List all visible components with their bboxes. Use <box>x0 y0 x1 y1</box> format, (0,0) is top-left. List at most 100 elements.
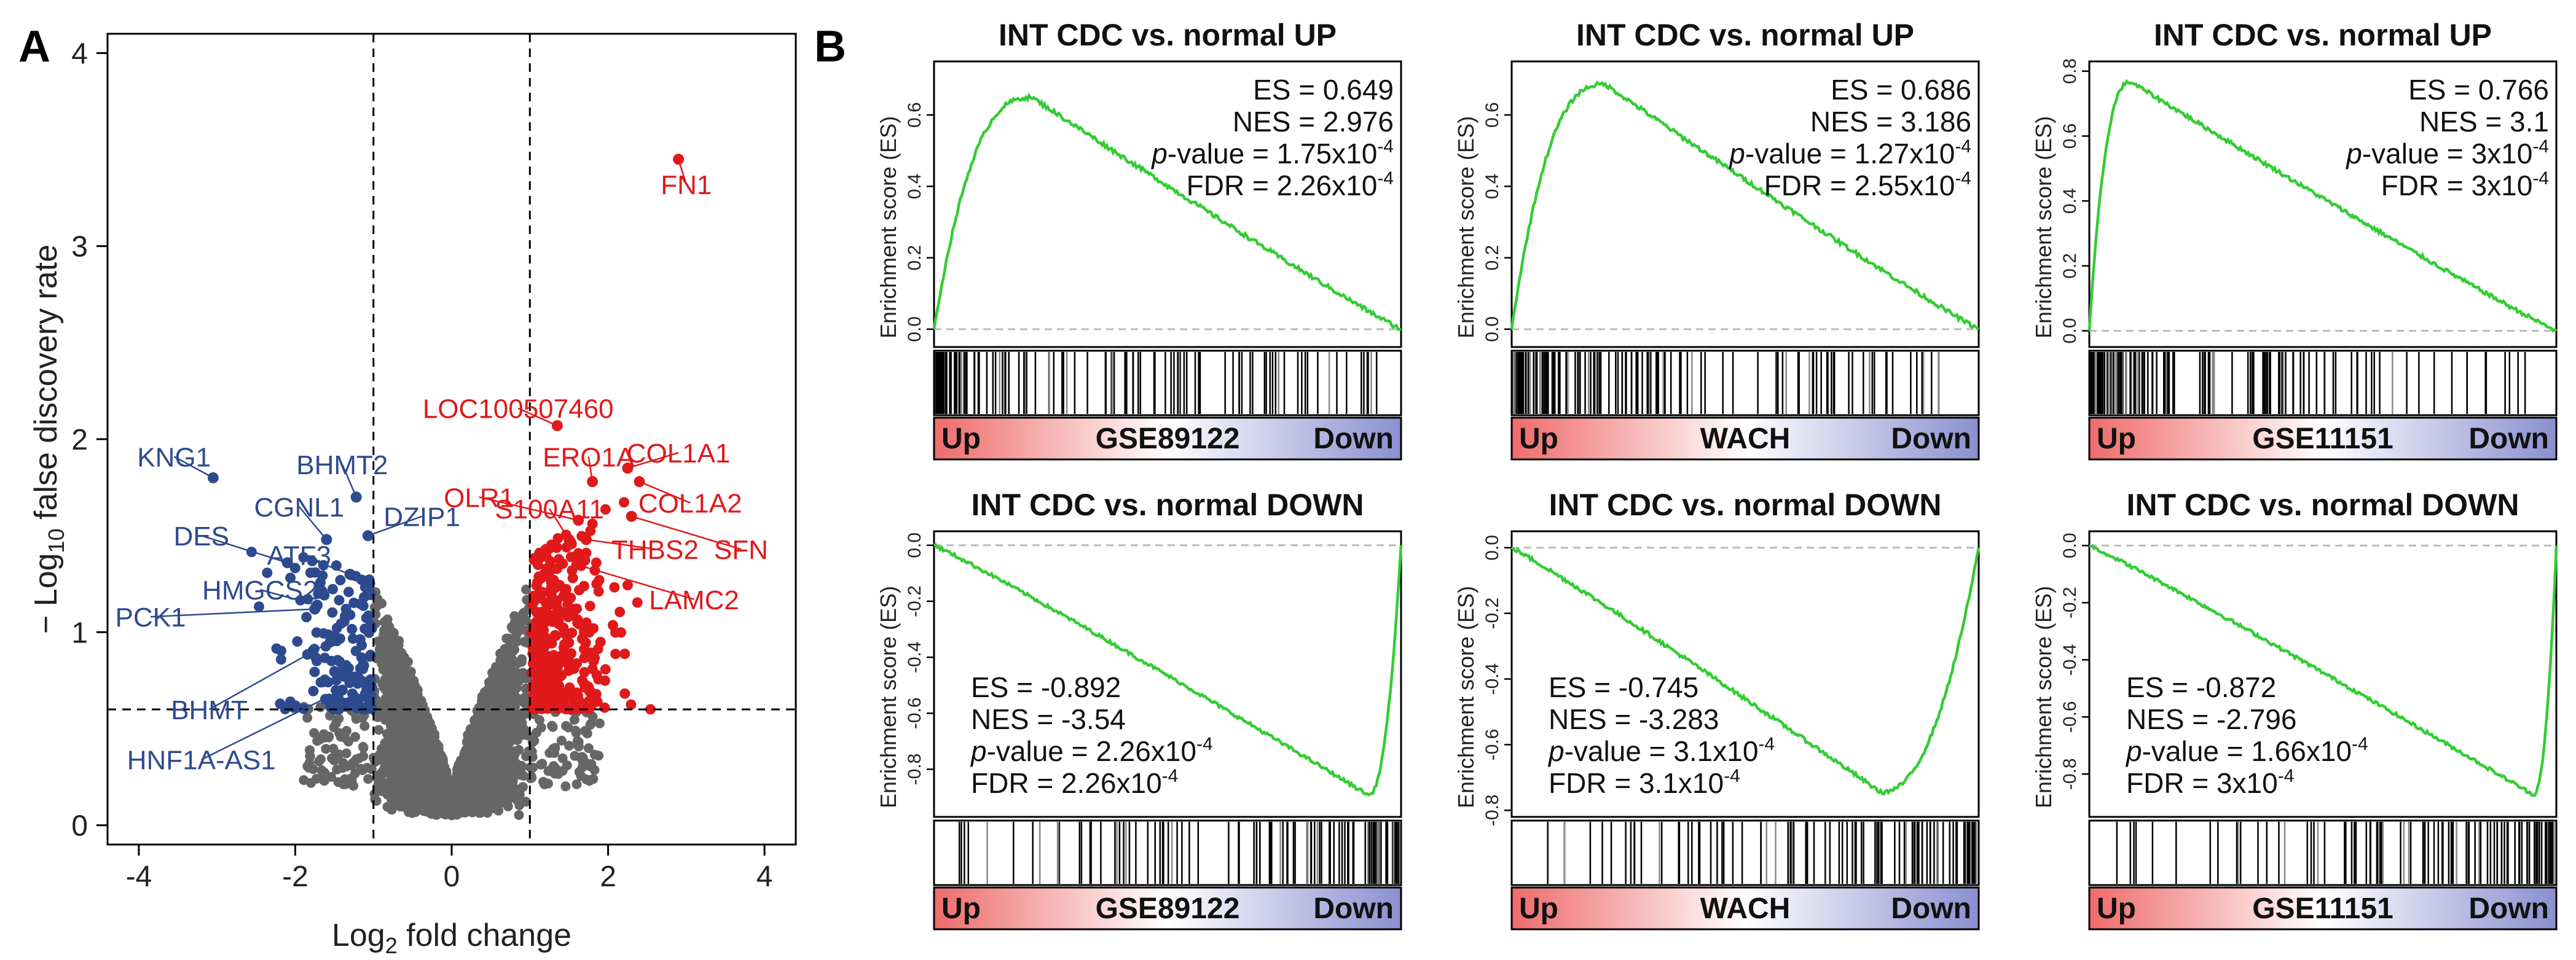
nonsig-point <box>500 668 510 679</box>
gene-point <box>626 510 637 522</box>
down-point <box>340 611 350 622</box>
nonsig-point <box>384 669 394 680</box>
up-point <box>536 689 548 700</box>
nonsig-point <box>434 767 444 778</box>
down-point <box>275 654 286 665</box>
nonsig-point <box>504 755 514 766</box>
y-axis-label-rest: false discovery rate <box>28 244 64 528</box>
nonsig-point <box>366 764 377 775</box>
nonsig-point <box>369 755 380 766</box>
nonsig-point <box>547 720 557 731</box>
nonsig-point <box>503 690 514 701</box>
down-point <box>348 598 359 608</box>
down-point <box>359 623 371 634</box>
nonsig-point <box>463 732 473 743</box>
up-point <box>550 658 561 669</box>
nonsig-point <box>401 656 411 666</box>
nonsig-point <box>374 725 384 735</box>
nonsig-point <box>358 741 368 752</box>
gene-point <box>634 476 645 488</box>
nonsig-point <box>465 772 476 782</box>
nonsig-point <box>319 729 329 740</box>
up-point <box>564 682 575 693</box>
up-point <box>600 675 610 686</box>
up-point <box>526 627 537 638</box>
nonsig-point <box>466 798 477 808</box>
nonsig-point <box>332 764 342 775</box>
nonsig-point <box>497 781 508 791</box>
up-point <box>645 704 656 715</box>
up-point <box>559 628 570 639</box>
up-point <box>573 548 584 559</box>
stat-fdr-mantissa: FDR = 2.26x10 <box>1187 170 1378 201</box>
panel-label-a: A <box>18 22 50 71</box>
gene-label: THBS2 <box>611 535 699 565</box>
y-tick-label: 4 <box>71 37 88 70</box>
nonsig-point <box>532 727 542 738</box>
down-point <box>343 587 354 598</box>
nonsig-point <box>383 626 394 637</box>
down-point <box>331 623 342 634</box>
up-point <box>595 636 606 647</box>
up-point <box>586 647 597 658</box>
nonsig-point <box>471 735 481 745</box>
gene-label: ATF3 <box>267 541 331 571</box>
down-points <box>246 547 377 715</box>
nonsig-point <box>423 733 433 743</box>
nonsig-point <box>393 799 403 810</box>
nonsig-point <box>493 805 504 816</box>
up-point <box>587 663 598 674</box>
gene-point <box>309 603 321 615</box>
down-point <box>356 640 367 650</box>
up-point <box>594 575 605 585</box>
nonsig-point <box>583 743 594 754</box>
down-point <box>317 570 328 581</box>
up-point <box>528 555 540 566</box>
nonsig-point <box>486 758 497 768</box>
up-point <box>579 555 591 566</box>
nonsig-point <box>388 762 399 772</box>
up-point <box>571 688 583 699</box>
nonsig-point <box>518 609 528 619</box>
down-point <box>356 701 367 712</box>
x-tick-label: 0 <box>444 860 460 893</box>
nonsig-point <box>374 644 385 654</box>
up-point <box>579 666 590 677</box>
up-point <box>536 638 547 649</box>
up-point <box>591 557 602 568</box>
nonsig-point <box>302 712 313 723</box>
down-point <box>364 651 375 662</box>
nonsig-point <box>308 764 318 775</box>
down-point <box>308 685 319 697</box>
gene-point <box>362 530 374 542</box>
nonsig-point <box>517 657 527 667</box>
down-point <box>285 572 296 583</box>
nonsig-point <box>551 767 561 778</box>
nonsig-point <box>479 738 489 747</box>
up-point <box>550 692 561 703</box>
nonsig-point <box>383 661 393 671</box>
down-point <box>318 628 329 639</box>
up-point <box>589 694 600 705</box>
gene-point <box>563 534 575 545</box>
nonsig-point <box>319 776 329 786</box>
up-point <box>619 688 630 699</box>
nonsig-point <box>520 797 531 807</box>
nonsig-point <box>388 727 399 737</box>
nonsig-point <box>338 758 348 768</box>
nonsig-point <box>521 584 532 595</box>
up-point <box>593 586 604 597</box>
x-tick-label: -2 <box>282 860 308 893</box>
x-tick-label: 4 <box>756 860 773 893</box>
gsea-y-tick-label: 0.4 <box>905 174 925 200</box>
down-point <box>332 655 343 666</box>
nonsig-point <box>384 708 395 719</box>
gene-label: KNG1 <box>137 442 211 472</box>
stat-p-italic: p <box>1150 138 1168 170</box>
nonsig-point <box>514 789 525 800</box>
gene-label: CGNL1 <box>254 493 344 523</box>
down-point <box>275 698 286 709</box>
nonsig-point <box>465 783 475 794</box>
